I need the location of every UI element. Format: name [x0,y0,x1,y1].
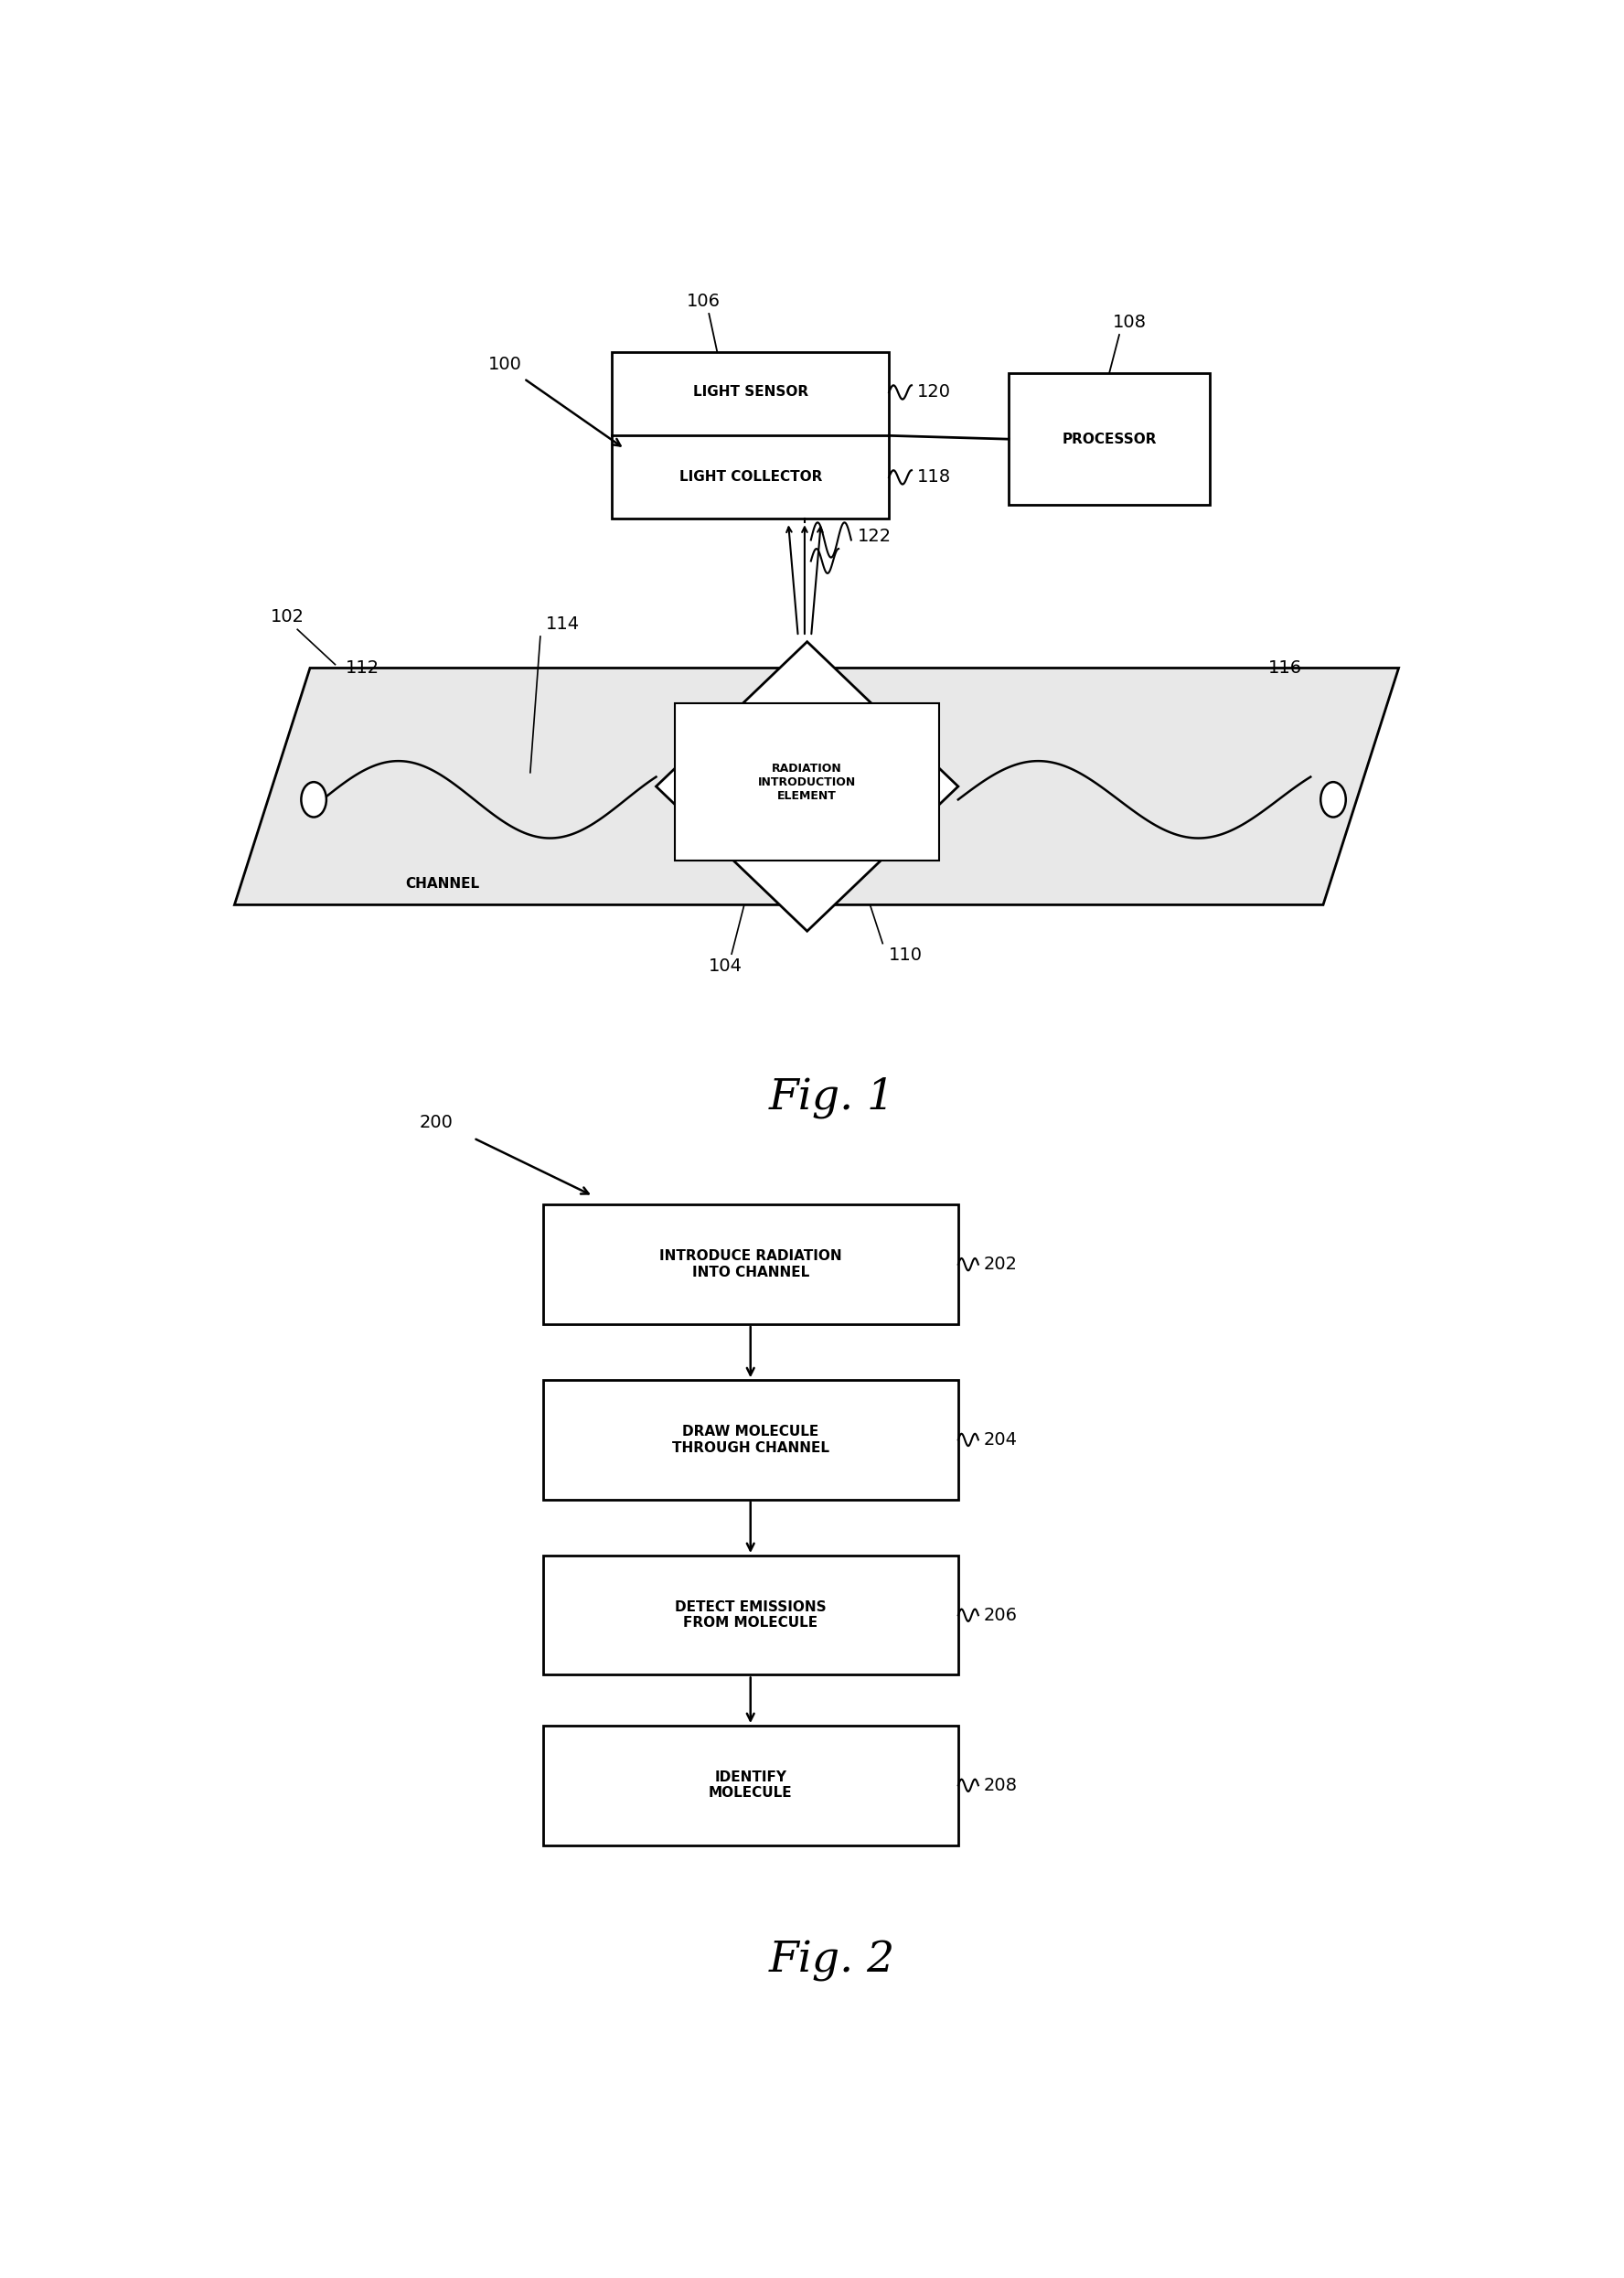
Text: PROCESSOR: PROCESSOR [1062,433,1156,446]
Polygon shape [234,667,1398,904]
Text: 120: 120 [916,383,950,401]
Text: 106: 106 [687,294,721,310]
Bar [1009,374,1210,506]
Polygon shape [656,642,958,932]
Text: CHANNEL: CHANNEL [404,877,479,891]
Bar [542,1727,958,1845]
Text: 108: 108 [1112,314,1147,330]
Text: Fig. 1: Fig. 1 [770,1077,895,1118]
Text: 100: 100 [489,355,521,374]
Text: DETECT EMISSIONS
FROM MOLECULE: DETECT EMISSIONS FROM MOLECULE [674,1601,827,1631]
Circle shape [300,781,326,818]
Text: LIGHT SENSOR: LIGHT SENSOR [693,385,809,399]
Text: 122: 122 [857,528,892,544]
Text: 118: 118 [916,469,950,485]
Text: 102: 102 [271,608,304,626]
Text: INTRODUCE RADIATION
INTO CHANNEL: INTRODUCE RADIATION INTO CHANNEL [659,1251,841,1280]
Bar [542,1205,958,1324]
Bar [542,1380,958,1499]
Text: 110: 110 [888,948,922,964]
Text: RADIATION
INTRODUCTION
ELEMENT: RADIATION INTRODUCTION ELEMENT [758,763,856,802]
Text: DRAW MOLECULE
THROUGH CHANNEL: DRAW MOLECULE THROUGH CHANNEL [672,1426,830,1456]
Text: 206: 206 [984,1606,1017,1624]
Text: IDENTIFY
MOLECULE: IDENTIFY MOLECULE [708,1770,793,1800]
Text: 114: 114 [546,615,580,633]
Text: LIGHT COLLECTOR: LIGHT COLLECTOR [679,472,822,485]
Text: 208: 208 [984,1777,1017,1795]
Circle shape [1320,781,1346,818]
Bar [612,353,888,519]
Bar [676,704,939,861]
Text: 104: 104 [708,957,742,975]
Text: 202: 202 [984,1255,1017,1273]
Text: 200: 200 [419,1114,453,1132]
Text: 204: 204 [984,1431,1017,1449]
Text: 116: 116 [1268,658,1302,677]
Text: Fig. 2: Fig. 2 [770,1941,895,1982]
Bar [542,1556,958,1674]
Text: 112: 112 [346,658,378,677]
